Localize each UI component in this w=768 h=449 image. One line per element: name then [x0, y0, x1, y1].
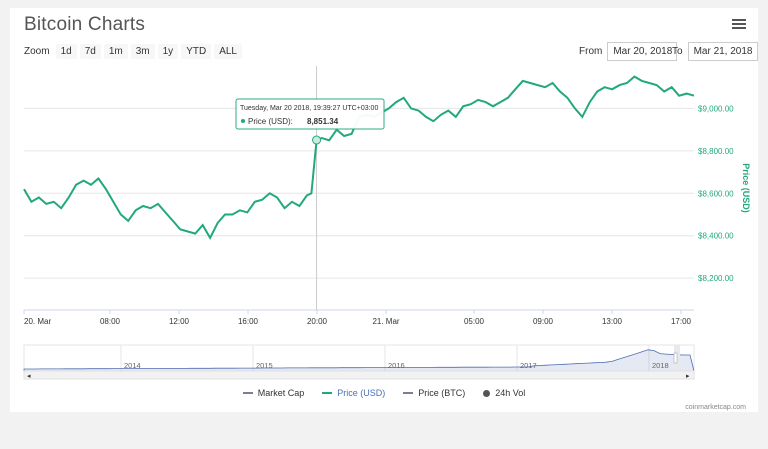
legend-line-icon [322, 392, 333, 394]
y-tick-label: $8,200.00 [698, 274, 734, 283]
legend-price-usd[interactable]: Price (USD) [322, 388, 385, 398]
navigator-year-label: 2016 [388, 361, 405, 370]
navigator[interactable]: ◂ ▸ 2014 2015 2016 2017 2018 [23, 344, 695, 380]
tooltip-value: 8,851.34 [307, 117, 339, 126]
grid-lines [24, 107, 694, 279]
navigator-year-label: 2015 [256, 361, 273, 370]
x-tick-label: 05:00 [464, 317, 485, 326]
to-date-input[interactable]: Mar 21, 2018 [687, 42, 758, 61]
from-label: From [579, 46, 603, 57]
menu-icon[interactable] [732, 19, 746, 30]
legend-line-icon [403, 392, 414, 394]
hover-point [312, 135, 322, 145]
chart-card: Bitcoin Charts Zoom 1d 7d 1m 3m 1y YTD A… [10, 8, 758, 412]
y-tick-label: $8,400.00 [698, 232, 734, 241]
x-tick-label: 13:00 [602, 317, 623, 326]
x-tick-label: 08:00 [100, 317, 121, 326]
navigator-year-label: 2017 [520, 361, 537, 370]
navigator-area [23, 349, 695, 372]
x-tick-label: 20. Mar [24, 317, 51, 326]
legend-price-btc[interactable]: Price (BTC) [403, 388, 465, 398]
y-tick-label: $8,800.00 [698, 147, 734, 156]
price-chart: $8,200.00 $8,400.00 $8,600.00 $8,800.00 $9,0… [23, 66, 751, 380]
legend-market-cap[interactable]: Market Cap [242, 388, 305, 398]
zoom-all-button[interactable]: ALL [214, 44, 242, 59]
zoom-1m-button[interactable]: 1m [103, 44, 128, 59]
navigator-handle-grip[interactable] [673, 352, 678, 364]
x-tick-label: 17:00 [671, 317, 692, 326]
tooltip-series-label: Price (USD): [248, 117, 293, 126]
page-title: Bitcoin Charts [24, 14, 146, 35]
y-axis-ticks: $8,200.00 $8,400.00 $8,600.00 $8,800.00 $9,0… [698, 104, 734, 283]
scroll-left-icon[interactable]: ◂ [27, 373, 31, 380]
zoom-7d-button[interactable]: 7d [79, 44, 101, 59]
navigator-scrollbar[interactable] [23, 370, 695, 380]
tooltip: Tuesday, Mar 20 2018, 19:39:27 UTC+03:00… [235, 98, 385, 130]
zoom-3m-button[interactable]: 3m [130, 44, 155, 59]
range-to: To Mar 21, 2018 [672, 42, 758, 61]
zoom-1y-button[interactable]: 1y [157, 44, 179, 59]
legend-line-icon [242, 392, 253, 394]
zoom-label: Zoom [24, 46, 50, 57]
zoom-bar: Zoom 1d 7d 1m 3m 1y YTD ALL [24, 44, 245, 59]
zoom-ytd-button[interactable]: YTD [181, 44, 212, 59]
legend-label: Price (USD) [337, 388, 386, 398]
from-date-input[interactable]: Mar 20, 2018 [607, 42, 678, 61]
legend-dot-icon [483, 389, 491, 397]
x-tick-label: 12:00 [169, 317, 190, 326]
navigator-year-label: 2014 [124, 361, 141, 370]
to-label: To [672, 46, 683, 57]
tooltip-header: Tuesday, Mar 20 2018, 19:39:27 UTC+03:00 [240, 105, 378, 112]
legend: Market Cap Price (USD) Price (BTC) 24h V… [10, 388, 758, 398]
legend-label: Market Cap [257, 388, 305, 398]
y-tick-label: $8,600.00 [698, 189, 734, 198]
x-axis-ticks: 20. Mar 08:00 12:00 16:00 20:00 21. Mar 05:00 0… [23, 310, 692, 326]
legend-24h-vol[interactable]: 24h Vol [483, 388, 525, 398]
zoom-1d-button[interactable]: 1d [55, 44, 77, 59]
x-tick-label: 20:00 [307, 317, 328, 326]
range-from: From Mar 20, 2018 [579, 42, 678, 61]
x-tick-label: 16:00 [238, 317, 259, 326]
credit-link[interactable]: coinmarketcap.com [685, 404, 746, 411]
y-tick-label: $9,000.00 [698, 104, 734, 113]
navigator-year-label: 2018 [652, 361, 669, 370]
legend-label: 24h Vol [495, 388, 526, 398]
scroll-right-icon[interactable]: ▸ [686, 373, 690, 380]
x-tick-label: 09:00 [533, 317, 554, 326]
y-axis-title: Price (USD) [741, 163, 751, 213]
tooltip-bullet [241, 119, 245, 123]
x-tick-label: 21. Mar [372, 317, 399, 326]
legend-label: Price (BTC) [418, 388, 466, 398]
